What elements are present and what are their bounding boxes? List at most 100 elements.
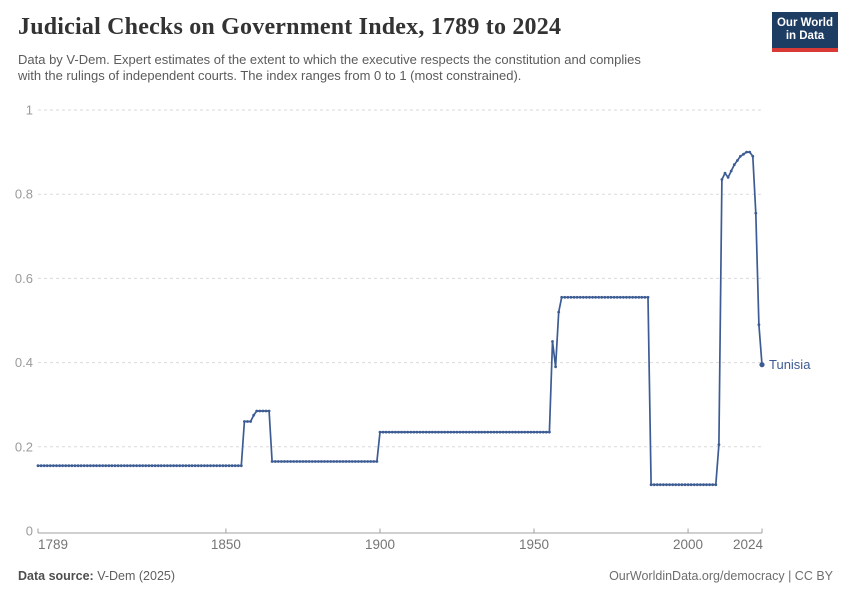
tunisia-data-line — [37, 151, 763, 486]
data-point-marker — [39, 464, 43, 468]
data-point-marker — [332, 460, 336, 463]
data-point-marker — [480, 430, 483, 434]
data-point-marker — [544, 430, 548, 434]
data-point-marker — [705, 483, 708, 487]
data-point-marker — [622, 295, 625, 299]
data-point-marker — [255, 409, 259, 413]
data-point-marker-final — [759, 362, 765, 368]
data-point-marker — [79, 464, 83, 468]
data-point-marker — [366, 460, 370, 463]
data-point-marker — [409, 430, 413, 434]
data-point-marker — [224, 464, 228, 468]
data-point-marker — [341, 460, 345, 463]
data-point-marker — [714, 483, 718, 487]
data-point-marker — [156, 464, 160, 468]
data-point-marker — [153, 464, 157, 468]
data-point-marker — [76, 464, 80, 468]
data-point-marker — [369, 460, 373, 463]
data-point-marker — [508, 430, 511, 434]
data-point-marker — [739, 154, 742, 158]
data-point-marker — [193, 464, 197, 468]
data-point-marker — [711, 483, 715, 487]
data-point-marker — [107, 464, 111, 468]
data-point-marker — [144, 464, 148, 468]
data-point-marker — [418, 430, 422, 434]
x-axis-tick-label: 2000 — [673, 537, 703, 552]
data-point-marker — [674, 483, 678, 487]
data-point-marker — [671, 483, 675, 487]
data-point-marker — [628, 295, 631, 299]
data-point-marker — [397, 430, 400, 434]
data-point-marker — [594, 295, 597, 299]
y-axis-tick-label: 0.4 — [15, 355, 33, 370]
line-chart-plot-area: 0 0.2 0.4 0.6 0.8 1 1789 1850 1900 1950 2000 2024 — [15, 103, 765, 552]
data-point-marker — [557, 310, 561, 314]
data-point-marker — [267, 409, 271, 413]
data-point-marker — [646, 295, 650, 299]
y-axis-tick-label: 1 — [26, 103, 33, 118]
data-point-marker — [141, 464, 145, 468]
data-point-marker — [551, 340, 554, 343]
data-point-marker — [264, 409, 268, 413]
data-point-marker — [514, 430, 517, 434]
data-point-marker — [686, 483, 690, 487]
data-point-marker — [233, 464, 237, 468]
data-point-marker — [270, 460, 274, 463]
data-point-marker — [310, 460, 314, 463]
data-point-marker — [58, 464, 61, 468]
data-point-marker — [283, 460, 286, 463]
x-axis-tick-label: 1950 — [519, 537, 549, 552]
data-point-marker — [187, 464, 191, 468]
data-point-marker — [532, 430, 536, 434]
data-point-marker — [683, 483, 687, 487]
data-point-marker — [298, 460, 302, 463]
data-point-marker — [169, 464, 172, 468]
data-point-marker — [677, 483, 681, 487]
data-point-marker — [699, 483, 702, 487]
data-point-marker — [588, 295, 591, 299]
data-point-marker — [252, 413, 256, 417]
data-point-marker — [424, 430, 428, 434]
chart-subtitle-line2: with the rulings of independent courts. … — [18, 68, 522, 83]
data-point-marker — [643, 295, 647, 299]
data-point-marker — [723, 171, 727, 175]
owid-logo[interactable]: Our World in Data — [772, 12, 838, 52]
data-point-marker — [597, 295, 601, 299]
data-point-marker — [375, 460, 379, 463]
data-point-marker — [236, 464, 240, 468]
data-point-marker — [95, 464, 98, 468]
data-point-marker — [591, 295, 594, 299]
data-point-marker — [501, 430, 505, 434]
data-point-marker — [489, 430, 493, 434]
data-source-note: Data source: V-Dem (2025) — [18, 569, 175, 583]
data-point-marker — [199, 464, 203, 468]
data-point-marker — [320, 460, 323, 463]
data-point-marker — [575, 295, 579, 299]
data-point-marker — [280, 460, 283, 463]
data-point-marker — [218, 464, 222, 468]
data-point-marker — [227, 464, 231, 468]
data-point-marker — [55, 464, 58, 468]
data-point-marker — [150, 464, 154, 468]
data-point-marker — [658, 483, 662, 487]
data-point-marker — [175, 464, 179, 468]
owid-credit-link[interactable]: OurWorldinData.org/democracy | CC BY — [609, 569, 833, 583]
data-point-marker — [350, 460, 354, 463]
y-axis-tick-label: 0.2 — [15, 439, 33, 454]
data-point-marker — [612, 295, 616, 299]
data-point-marker — [461, 430, 465, 434]
data-point-marker — [135, 464, 139, 468]
data-point-marker — [748, 150, 752, 154]
data-point-marker — [206, 464, 209, 468]
data-point-marker — [159, 464, 163, 468]
data-point-marker — [729, 169, 733, 173]
page-title: Judicial Checks on Government Index, 178… — [18, 14, 562, 40]
data-point-marker — [474, 430, 477, 434]
data-point-marker — [495, 430, 499, 434]
data-point-marker — [119, 464, 123, 468]
data-point-marker — [449, 430, 453, 434]
data-point-marker — [695, 483, 699, 487]
data-point-marker — [61, 464, 64, 468]
data-point-marker — [304, 460, 308, 463]
data-point-marker — [726, 176, 730, 179]
